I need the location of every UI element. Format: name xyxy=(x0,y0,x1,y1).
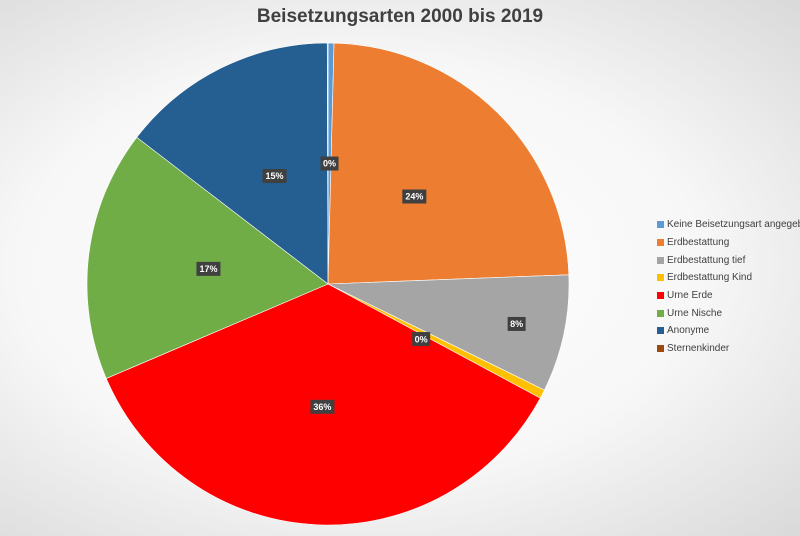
pie-slice xyxy=(327,274,570,391)
data-label-text: 17% xyxy=(199,264,217,274)
data-label-text: 36% xyxy=(313,402,331,412)
pie-slice xyxy=(86,136,329,379)
legend-swatch xyxy=(657,274,664,282)
legend-item: Erdbestattung tief xyxy=(657,251,800,269)
data-label: 36% xyxy=(310,399,335,414)
legend-item: Erdbestattung xyxy=(657,234,800,252)
legend-item: Keine Beisetzungsart angegeben xyxy=(657,216,800,234)
legend-label: Urne Nische xyxy=(667,307,723,319)
legend-label: Sternenkinder xyxy=(667,343,730,355)
legend-swatch xyxy=(657,292,664,300)
data-label-text: 15% xyxy=(266,171,284,181)
legend-label: Erdbestattung tief xyxy=(667,254,746,266)
legend-swatch xyxy=(657,345,664,353)
data-label-box xyxy=(310,399,335,414)
data-label-text: 0% xyxy=(323,159,336,169)
legend-swatch xyxy=(657,239,664,247)
data-label: 17% xyxy=(196,261,221,276)
legend-label: Erdbestattung xyxy=(667,237,730,249)
legend-item: Anonyme xyxy=(657,322,800,340)
data-label-box xyxy=(412,332,431,347)
legend-swatch xyxy=(657,256,664,264)
legend-item: Erdbestattung Kind xyxy=(657,269,800,287)
data-label-box xyxy=(196,261,221,276)
data-label-box xyxy=(402,189,427,204)
legend-label: Urne Erde xyxy=(667,290,713,302)
data-label-box xyxy=(320,156,339,171)
pie-slice xyxy=(326,42,329,285)
legend: Keine Beisetzungsart angegeben Erdbestatt… xyxy=(657,216,800,358)
pie-data-labels: 0% 24% 8% 0% 36% 17% 15% xyxy=(196,156,526,414)
data-label-box xyxy=(262,169,287,184)
data-label: 0% xyxy=(320,156,339,171)
chart-title: Beisetzungsarten 2000 bis 2019 xyxy=(256,6,544,27)
legend-item: Urne Erde xyxy=(657,287,800,305)
pie-slice xyxy=(136,42,329,285)
legend-label: Anonyme xyxy=(667,325,710,337)
pie-slices xyxy=(86,42,570,526)
data-label: 0% xyxy=(412,332,431,347)
pie-chart: 0% 24% 8% 0% 36% 17% 15% xyxy=(86,42,570,526)
data-label: 15% xyxy=(262,169,287,184)
legend-swatch xyxy=(657,327,664,335)
data-label-text: 24% xyxy=(405,192,423,202)
data-label: 24% xyxy=(402,189,427,204)
data-label: 8% xyxy=(507,316,526,331)
data-label-box xyxy=(507,316,526,331)
legend-swatch xyxy=(657,309,664,317)
legend-label: Erdbestattung Kind xyxy=(667,272,753,284)
data-label-text: 8% xyxy=(510,319,523,329)
legend-label: Keine Beisetzungsart angegeben xyxy=(667,219,800,231)
legend-swatch xyxy=(657,221,664,229)
legend-item: Sternenkinder xyxy=(657,340,800,358)
data-label-text: 0% xyxy=(415,334,428,344)
legend-item: Urne Nische xyxy=(657,304,800,322)
pie-slice xyxy=(327,42,570,285)
